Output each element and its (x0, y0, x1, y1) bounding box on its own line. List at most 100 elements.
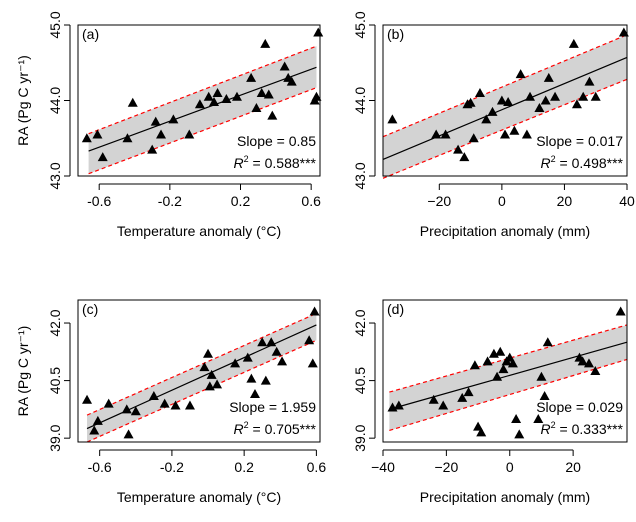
data-point (92, 415, 103, 425)
data-point (121, 404, 132, 414)
plot-frame (382, 299, 628, 443)
panel-label: (a) (82, 26, 99, 42)
x-tick-label: 0.6 (301, 193, 321, 209)
slope-annotation: Slope = 1.959 (229, 399, 316, 415)
data-point (249, 389, 260, 399)
data-point (393, 400, 404, 410)
data-point (260, 38, 271, 48)
data-point (231, 91, 242, 101)
data-point (542, 337, 553, 347)
data-point (279, 61, 290, 71)
data-point (304, 335, 315, 345)
data-point (209, 97, 220, 107)
data-point (534, 103, 545, 113)
data-point (533, 413, 544, 423)
y-tick-label: 42.0 (352, 309, 368, 336)
x-tick-label: 0.6 (307, 459, 327, 475)
data-point (590, 366, 601, 375)
data-point (509, 125, 520, 135)
data-point (507, 358, 518, 368)
data-point (271, 346, 282, 356)
y-tick-label: 42.0 (47, 309, 63, 336)
data-point (618, 27, 629, 37)
data-point (514, 429, 525, 439)
confidence-band (88, 46, 317, 174)
data-point (543, 72, 554, 82)
r2-annotation: R2 = 0.333*** (541, 420, 624, 437)
data-point (103, 398, 114, 408)
data-point (311, 91, 322, 101)
regression-line (382, 56, 628, 160)
panel-label: (d) (387, 301, 404, 317)
x-tick-label: 0.2 (231, 193, 251, 209)
data-point (525, 91, 536, 101)
data-point (267, 110, 278, 120)
y-tick-label: 44.0 (352, 87, 368, 114)
panel-c: -0.6 -0.2 0.2 0.6 39.0 40.5 42.0 (c) Slope = 1.… (15, 299, 327, 505)
data-point (212, 379, 223, 389)
data-point (578, 91, 589, 101)
data-point (476, 427, 487, 437)
data-point (584, 76, 595, 86)
data-point (148, 390, 159, 400)
data-point (203, 91, 214, 101)
data-point (515, 69, 526, 79)
data-point (387, 114, 398, 124)
ci-upper-line (382, 34, 628, 138)
data-point (277, 356, 288, 366)
r2-annotation: R2 = 0.705*** (234, 420, 317, 437)
panel-a: -0.6 -0.2 0.2 0.6 43.0 44.0 45.0 (a) Slope = 0.… (15, 11, 324, 239)
data-point (468, 133, 479, 143)
data-point (263, 89, 274, 99)
data-point (130, 406, 141, 416)
x-tick-label: -0.2 (158, 193, 182, 209)
data-point (203, 348, 214, 358)
ci-lower-line (382, 78, 628, 179)
y-tick-label: 40.5 (47, 367, 63, 394)
ci-lower-line (389, 358, 628, 432)
x-tick-label: 0.2 (234, 459, 254, 475)
data-point (463, 387, 474, 397)
data-point (615, 306, 626, 316)
x-tick-label: -0.2 (160, 459, 184, 475)
data-point (266, 337, 277, 347)
data-point (168, 114, 179, 124)
ci-lower-line (88, 87, 317, 175)
confidence-band (383, 34, 627, 179)
data-point (473, 421, 484, 431)
data-point (150, 116, 161, 126)
x-tick-label: 0 (506, 459, 514, 475)
data-point (511, 413, 522, 423)
data-point (230, 358, 241, 368)
x-tick-label: -0.6 (88, 459, 112, 475)
y-tick-label: 40.5 (352, 367, 368, 394)
plot-frame (77, 299, 321, 443)
y-tick-label: 45.0 (352, 11, 368, 38)
x-axis-label: Temperature anomaly (°C) (117, 223, 281, 239)
data-point (147, 144, 158, 154)
x-tick-label: 40 (619, 193, 635, 209)
data-point (536, 371, 547, 381)
data-point (431, 129, 442, 139)
x-axis-label: Precipitation anomaly (mm) (420, 489, 590, 505)
data-point (540, 95, 551, 105)
regression-line (389, 341, 628, 410)
data-point (242, 352, 253, 362)
data-point (496, 95, 507, 105)
data-point (122, 133, 133, 143)
panel-d: −40 −20 0 20 39.0 40.5 42.0 (d) Slope = 0.029 R… (352, 299, 628, 505)
data-point (286, 76, 297, 86)
r2-annotation: R2 = 0.498*** (541, 154, 624, 171)
data-point (438, 400, 449, 410)
x-tick-label: 0 (498, 193, 506, 209)
x-tick-label: −20 (427, 193, 451, 209)
x-axis-label: Precipitation anomaly (mm) (420, 223, 590, 239)
plot-frame (382, 24, 628, 177)
data-point (123, 429, 134, 439)
data-point (500, 129, 510, 139)
data-point (246, 373, 257, 383)
data-point (469, 360, 480, 370)
y-axis-label: RA (Pg C yr⁻¹) (15, 55, 31, 146)
slope-annotation: Slope = 0.85 (237, 133, 316, 149)
data-point (81, 133, 92, 143)
